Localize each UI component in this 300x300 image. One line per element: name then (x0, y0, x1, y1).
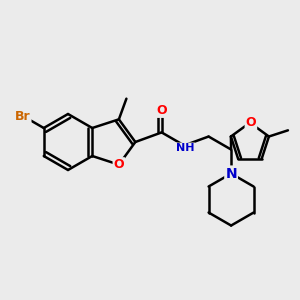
Text: Br: Br (15, 110, 31, 124)
Text: NH: NH (176, 143, 194, 153)
Text: N: N (225, 167, 237, 181)
Text: O: O (246, 116, 256, 129)
Text: O: O (156, 104, 167, 117)
Text: O: O (114, 158, 124, 171)
